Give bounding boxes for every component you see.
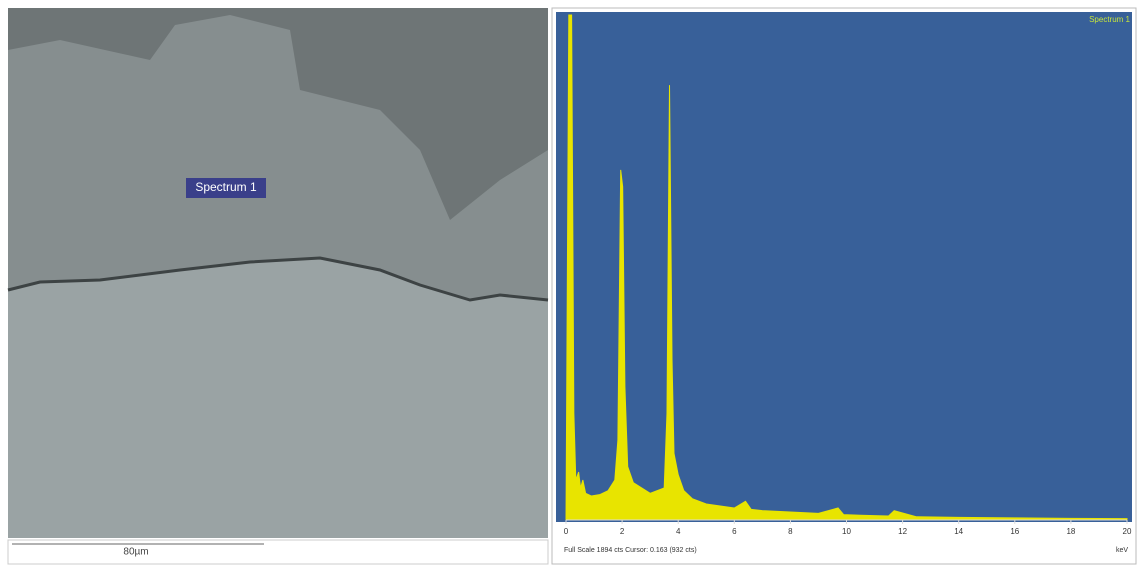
x-tick-label: 20	[1123, 527, 1132, 536]
x-tick-label: 12	[898, 527, 907, 536]
x-tick-label: 16	[1010, 527, 1019, 536]
sem-image: Spectrum 1	[8, 8, 548, 538]
spectrum-label: Spectrum 1	[195, 180, 257, 194]
x-tick-label: 18	[1066, 527, 1075, 536]
figure: Spectrum 1 80µm Spectrum 1 keV Full Scal…	[0, 0, 1140, 566]
scale-bar-label: 80µm	[123, 547, 148, 558]
x-tick-label: 0	[564, 527, 569, 536]
x-tick-label: 4	[676, 527, 681, 536]
x-tick-label: 10	[842, 527, 851, 536]
footer: Full Scale 1894 cts Cursor: 0.163 (932 c…	[564, 547, 697, 554]
legend: Spectrum 1	[1089, 15, 1130, 24]
x-unit: keV	[1116, 547, 1128, 554]
x-tick-label: 14	[954, 527, 963, 536]
plot-area	[556, 12, 1132, 522]
x-tick-label: 2	[620, 527, 625, 536]
x-tick-label: 6	[732, 527, 737, 536]
x-tick-label: 8	[788, 527, 793, 536]
